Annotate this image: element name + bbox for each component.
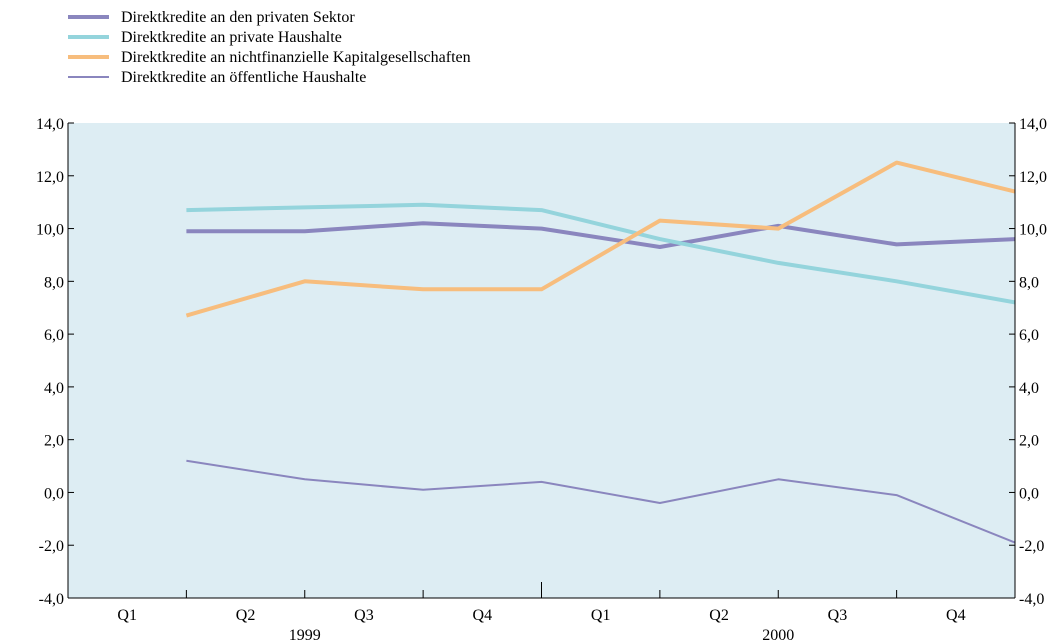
y-tick-label-left: -2,0 — [39, 538, 64, 555]
x-tick-label: Q2 — [709, 607, 729, 624]
legend-label-3: Direktkredite an nichtfinanzielle Kapita… — [121, 49, 471, 66]
series-line-2 — [186, 202, 1015, 305]
y-tick-label-right: 12,0 — [1019, 169, 1047, 186]
series-lines — [185, 160, 1015, 544]
y-tick-label-right: 14,0 — [1019, 116, 1047, 133]
y-tick-label-left: 12,0 — [36, 169, 64, 186]
y-tick-label-left: 4,0 — [44, 380, 64, 397]
x-tick-label: Q3 — [354, 607, 374, 624]
legend-label-1: Direktkredite an den privaten Sektor — [121, 9, 355, 26]
legend-label-4: Direktkredite an öffentliche Haushalte — [121, 69, 366, 86]
y-tick-label-left: 6,0 — [44, 327, 64, 344]
x-tick-label: Q1 — [591, 607, 611, 624]
y-tick-label-right: 8,0 — [1019, 274, 1039, 291]
y-tick-label-left: 8,0 — [44, 274, 64, 291]
y-tick-label-left: 14,0 — [36, 116, 64, 133]
x-year-label: 1999 — [289, 627, 321, 642]
y-tick-label-left: 2,0 — [44, 433, 64, 450]
series-line-4 — [186, 459, 1015, 544]
y-tick-label-right: 4,0 — [1019, 380, 1039, 397]
axes: -4,0 -4,0 -2,0 -2,0 0,0 0,0 2,0 2,0 4,0 4,0 6,0 6,0… — [36, 116, 1047, 642]
plot-area — [68, 123, 1015, 598]
y-tick-label-left: 10,0 — [36, 222, 64, 239]
x-tick-label: Q4 — [946, 607, 966, 624]
series-line-1 — [186, 221, 1015, 249]
legend: Direktkredite an den privaten Sektor Dire… — [68, 9, 471, 86]
y-tick-label-right: 10,0 — [1019, 222, 1047, 239]
y-tick-label-right: 6,0 — [1019, 327, 1039, 344]
x-tick-label: Q3 — [828, 607, 848, 624]
x-tick-label: Q4 — [473, 607, 493, 624]
y-tick-label-left: -4,0 — [39, 591, 64, 608]
y-tick-label-right: -4,0 — [1019, 591, 1044, 608]
y-tick-label-left: 0,0 — [44, 485, 64, 502]
x-year-label: 2000 — [762, 627, 794, 642]
series-line-3 — [185, 160, 1015, 318]
x-tick-label: Q1 — [117, 607, 137, 624]
y-tick-label-right: 2,0 — [1019, 433, 1039, 450]
y-tick-label-right: 0,0 — [1019, 485, 1039, 502]
x-tick-label: Q2 — [236, 607, 256, 624]
y-tick-label-right: -2,0 — [1019, 538, 1044, 555]
legend-label-2: Direktkredite an private Haushalte — [121, 29, 342, 46]
